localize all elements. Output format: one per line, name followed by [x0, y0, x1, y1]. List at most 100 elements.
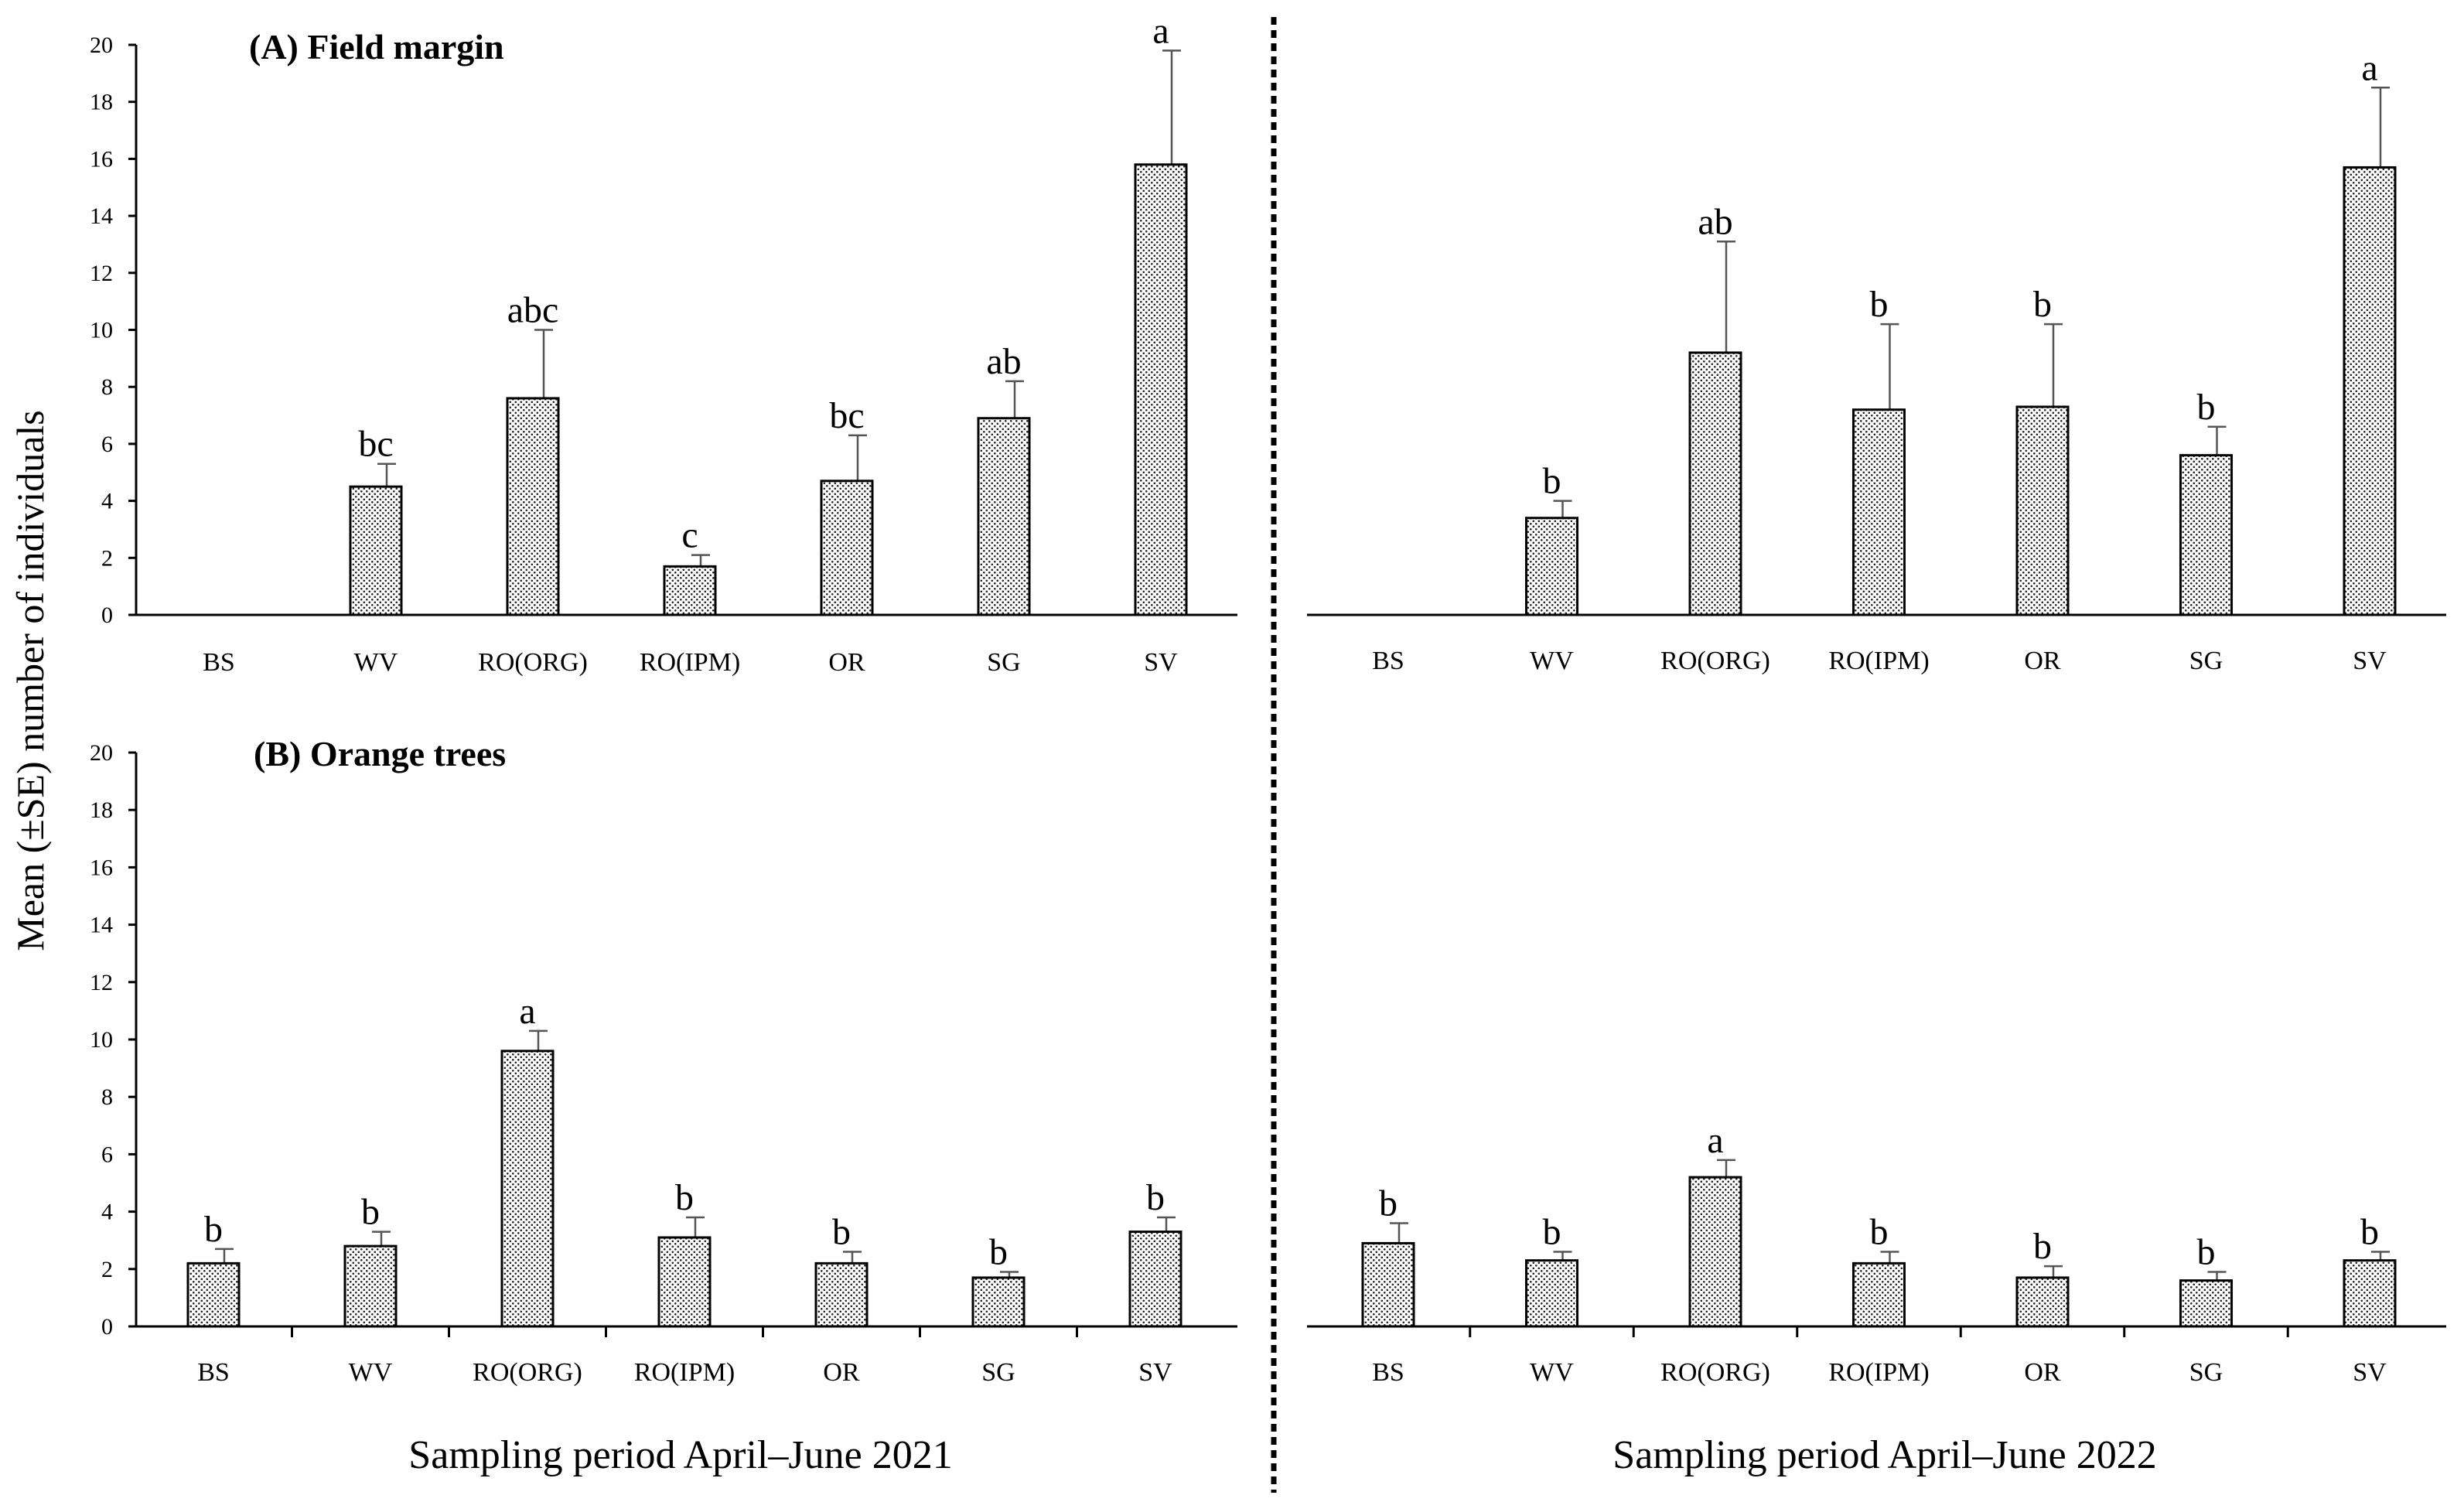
- y-tick-label: 4: [101, 489, 113, 514]
- bar: [1361, 1241, 1415, 1328]
- y-tick-label: 4: [101, 1200, 113, 1225]
- significance-letter: b: [2033, 284, 2052, 325]
- category-label: SV: [2353, 1358, 2387, 1387]
- significance-letter: b: [204, 1209, 223, 1250]
- y-tick-label: 18: [90, 90, 113, 115]
- period-label-2021: Sampling period April–June 2021: [408, 1433, 952, 1477]
- category-label: WV: [1530, 1358, 1574, 1387]
- panel-field-margin-2021: (A) Field margin 0 2 4 6 8 10 12 14 16 18 20 BS bc WV a…: [90, 10, 1237, 677]
- significance-letter: b: [2033, 1226, 2052, 1267]
- y-tick-label: 0: [101, 603, 113, 628]
- category-label: BS: [197, 1358, 230, 1387]
- category-label: SV: [1138, 1358, 1172, 1387]
- y-tick-label: 8: [101, 1084, 113, 1110]
- significance-letter: c: [681, 515, 698, 556]
- significance-letter: a: [2361, 47, 2377, 88]
- significance-letter: bc: [358, 424, 393, 465]
- significance-letter: b: [675, 1177, 694, 1218]
- y-tick-label: 6: [101, 432, 113, 457]
- panel-orange-trees-2021: (B) Orange trees 0 2 4 6 8 10 12 14 16 18 20 b BS b WV a…: [90, 734, 1237, 1387]
- y-tick-label: 18: [90, 797, 113, 823]
- bar: [657, 1236, 712, 1328]
- y-tick-label: 16: [90, 146, 113, 172]
- category-label: RO(IPM): [640, 648, 740, 677]
- y-tick-label: 14: [90, 913, 113, 938]
- bar: [2015, 405, 2070, 616]
- significance-letter: b: [832, 1212, 851, 1253]
- category-label: SG: [981, 1358, 1015, 1387]
- significance-letter: a: [519, 991, 535, 1032]
- bar: [820, 480, 874, 616]
- category-label: SG: [987, 648, 1020, 677]
- bar: [1688, 351, 1742, 616]
- significance-letter: b: [2197, 1232, 2216, 1273]
- category-label: RO(IPM): [1828, 1358, 1929, 1387]
- significance-letter: b: [1543, 461, 1561, 502]
- y-tick-label: 12: [90, 970, 113, 995]
- y-axis-label: Mean (±SE) number of individuals: [9, 410, 52, 951]
- significance-letter: b: [1543, 1212, 1561, 1253]
- category-label: WV: [1530, 647, 1574, 675]
- significance-letter: b: [1379, 1183, 1398, 1224]
- bar: [814, 1261, 869, 1328]
- panel-title: (B) Orange trees: [254, 734, 506, 773]
- bar: [1525, 517, 1578, 616]
- y-tick-label: 10: [90, 318, 113, 343]
- bar: [2015, 1276, 2070, 1328]
- period-label-2022: Sampling period April–June 2022: [1613, 1433, 2156, 1477]
- y-tick-label: 12: [90, 261, 113, 286]
- y-tick-label: 20: [90, 740, 113, 766]
- category-label: SV: [1144, 648, 1178, 677]
- category-label: WV: [354, 648, 398, 677]
- category-label: RO(IPM): [1828, 647, 1929, 675]
- significance-letter: a: [1707, 1120, 1723, 1161]
- category-label: BS: [1372, 647, 1404, 675]
- category-label: SG: [2189, 647, 2223, 675]
- category-label: OR: [828, 648, 865, 677]
- significance-letter: b: [2197, 387, 2216, 428]
- significance-letter: bc: [829, 395, 864, 436]
- category-label: OR: [2024, 1358, 2061, 1387]
- significance-letter: a: [1152, 10, 1169, 51]
- bar: [2343, 166, 2397, 616]
- y-tick-label: 2: [101, 1257, 113, 1282]
- bar: [1852, 1261, 1906, 1328]
- panel-title: (A) Field margin: [249, 27, 504, 67]
- significance-letter: b: [361, 1192, 380, 1233]
- category-label: RO(ORG): [473, 1358, 582, 1387]
- panel-field-margin-2022: BS b WV ab RO(ORG) b RO(IPM) b OR b SG a SV: [1307, 47, 2446, 675]
- category-label: WV: [349, 1358, 393, 1387]
- significance-letter: b: [1870, 284, 1889, 325]
- bar: [1525, 1259, 1578, 1328]
- bar: [1134, 163, 1188, 616]
- y-tick-label: 14: [90, 203, 113, 229]
- bar: [186, 1261, 241, 1328]
- significance-letter: ab: [1698, 201, 1732, 242]
- significance-letter: abc: [507, 290, 559, 331]
- bar: [1852, 408, 1906, 616]
- category-label: BS: [1372, 1358, 1404, 1387]
- y-tick-label: 6: [101, 1142, 113, 1167]
- category-label: OR: [2024, 647, 2061, 675]
- category-label: SV: [2353, 647, 2387, 675]
- bar: [343, 1244, 398, 1328]
- category-label: RO(IPM): [634, 1358, 735, 1387]
- significance-letter: b: [989, 1232, 1008, 1273]
- y-tick-label: 0: [101, 1314, 113, 1340]
- bar: [971, 1276, 1026, 1328]
- category-label: RO(ORG): [478, 648, 588, 677]
- y-tick-label: 16: [90, 855, 113, 880]
- panel-orange-trees-2022: b BS b WV a RO(ORG) b RO(IPM) b OR b SG b SV: [1307, 1120, 2446, 1387]
- bar: [977, 417, 1031, 616]
- y-tick-label: 10: [90, 1027, 113, 1053]
- bar: [506, 397, 560, 616]
- significance-letter: b: [1146, 1177, 1165, 1218]
- category-label: OR: [823, 1358, 860, 1387]
- category-label: RO(ORG): [1660, 1358, 1770, 1387]
- bar: [663, 565, 717, 616]
- category-label: SG: [2189, 1358, 2223, 1387]
- bar: [1688, 1176, 1742, 1328]
- bar: [2179, 454, 2233, 616]
- bar: [1128, 1231, 1183, 1328]
